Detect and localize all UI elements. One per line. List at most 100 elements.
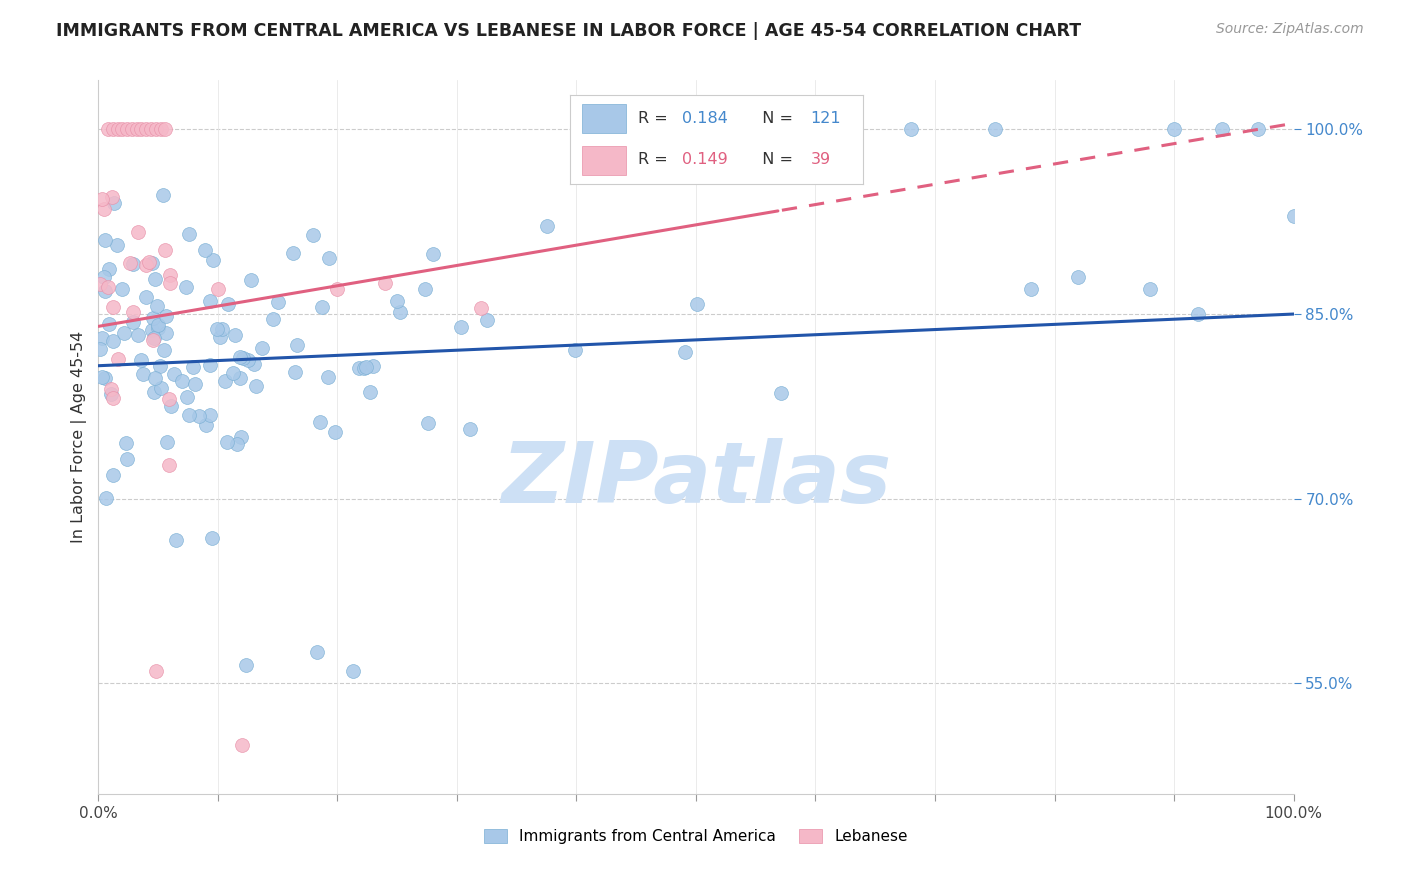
Point bbox=[145, 664, 167, 678]
Point bbox=[149, 122, 172, 136]
Point bbox=[450, 320, 472, 334]
Point bbox=[181, 360, 204, 375]
Point bbox=[157, 458, 180, 472]
Point bbox=[316, 369, 339, 384]
Point bbox=[283, 246, 305, 260]
Point bbox=[112, 326, 135, 340]
Point bbox=[1067, 270, 1090, 285]
Point bbox=[135, 258, 157, 272]
Point bbox=[232, 351, 254, 365]
Point bbox=[342, 664, 364, 678]
Point bbox=[201, 531, 224, 545]
Point bbox=[217, 297, 239, 311]
Point bbox=[285, 338, 308, 352]
Point bbox=[107, 122, 129, 136]
Point bbox=[1282, 209, 1305, 223]
Point bbox=[245, 379, 267, 393]
Point bbox=[155, 326, 177, 340]
Point bbox=[174, 279, 197, 293]
Point bbox=[361, 359, 384, 374]
Point bbox=[90, 331, 112, 345]
Point bbox=[984, 122, 1007, 136]
Point bbox=[153, 343, 176, 358]
Point bbox=[131, 352, 153, 367]
Point bbox=[141, 323, 163, 337]
Point bbox=[475, 313, 498, 327]
Point bbox=[284, 365, 307, 379]
Point bbox=[172, 374, 194, 388]
Point bbox=[89, 277, 111, 292]
Point bbox=[115, 122, 138, 136]
Point bbox=[224, 327, 246, 342]
Point bbox=[240, 273, 263, 287]
Point bbox=[229, 371, 252, 385]
Point bbox=[159, 277, 181, 291]
Point bbox=[155, 309, 177, 323]
Point bbox=[105, 238, 128, 252]
Point bbox=[149, 381, 172, 395]
Point bbox=[267, 295, 290, 310]
Point bbox=[318, 251, 340, 265]
Point bbox=[235, 657, 257, 672]
Point bbox=[226, 437, 249, 451]
Point bbox=[250, 341, 273, 355]
Point bbox=[1163, 122, 1185, 136]
Point bbox=[828, 122, 851, 136]
Point bbox=[127, 225, 149, 239]
Point bbox=[142, 311, 165, 326]
Point bbox=[157, 392, 180, 406]
Point bbox=[207, 321, 229, 335]
Point bbox=[97, 279, 120, 293]
Point bbox=[309, 415, 332, 429]
Point bbox=[115, 436, 138, 450]
Point bbox=[221, 367, 243, 381]
Point bbox=[107, 351, 129, 366]
Point bbox=[93, 202, 115, 216]
Point bbox=[769, 385, 792, 400]
Point bbox=[359, 384, 381, 399]
Point bbox=[101, 391, 124, 405]
Point bbox=[94, 233, 117, 247]
Point bbox=[1139, 282, 1161, 296]
Point bbox=[243, 357, 266, 371]
Point bbox=[100, 382, 122, 396]
Point bbox=[184, 376, 207, 391]
Point bbox=[146, 318, 169, 333]
Point bbox=[156, 434, 179, 449]
Legend: Immigrants from Central America, Lebanese: Immigrants from Central America, Lebanes… bbox=[478, 823, 914, 850]
Point bbox=[1019, 282, 1042, 296]
Y-axis label: In Labor Force | Age 45-54: In Labor Force | Age 45-54 bbox=[72, 331, 87, 543]
Text: ZIPatlas: ZIPatlas bbox=[501, 438, 891, 522]
Point bbox=[217, 435, 239, 450]
Point bbox=[470, 301, 492, 315]
Point bbox=[153, 243, 176, 257]
Point bbox=[326, 282, 349, 296]
Point bbox=[143, 370, 166, 384]
Point bbox=[1211, 122, 1233, 136]
Point bbox=[135, 290, 157, 304]
Point bbox=[115, 451, 138, 466]
Point bbox=[125, 122, 148, 136]
Point bbox=[214, 375, 236, 389]
Point bbox=[415, 282, 437, 296]
Point bbox=[101, 468, 124, 483]
Point bbox=[200, 358, 222, 372]
Point bbox=[94, 371, 117, 385]
Point bbox=[111, 282, 134, 296]
Point bbox=[1247, 122, 1270, 136]
Point bbox=[159, 268, 181, 282]
Point bbox=[142, 333, 165, 347]
Point bbox=[673, 344, 696, 359]
Point bbox=[138, 254, 160, 268]
Point bbox=[122, 257, 145, 271]
Point bbox=[564, 343, 586, 357]
Point bbox=[149, 359, 172, 373]
Point bbox=[135, 122, 157, 136]
Point bbox=[89, 342, 111, 356]
Point bbox=[194, 243, 217, 257]
Point bbox=[91, 369, 114, 384]
Point bbox=[194, 418, 217, 433]
Point bbox=[231, 430, 253, 444]
Point bbox=[207, 282, 229, 296]
Point bbox=[236, 353, 259, 368]
